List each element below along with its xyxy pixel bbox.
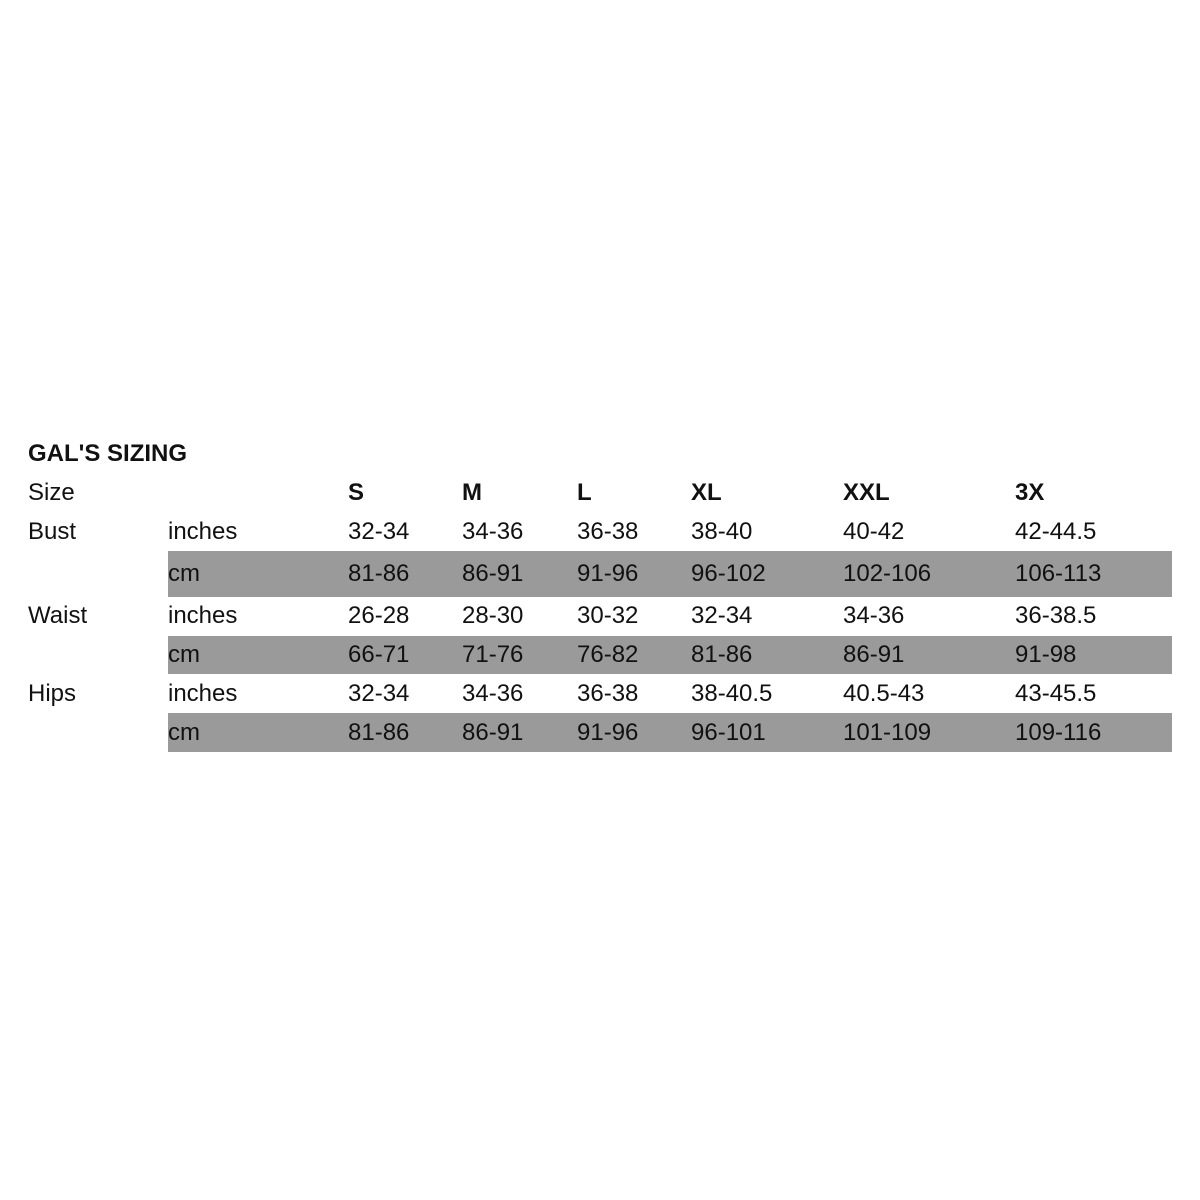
size-value: 40.5-43 bbox=[843, 680, 925, 707]
size-value: 96-101 bbox=[691, 719, 766, 746]
size-value: 26-28 bbox=[348, 602, 410, 629]
size-chart-title: GAL'S SIZING bbox=[28, 440, 188, 467]
size-value: 101-109 bbox=[843, 719, 932, 746]
size-value: 81-86 bbox=[348, 560, 410, 587]
size-value: 109-116 bbox=[1015, 719, 1102, 746]
size-value: 66-71 bbox=[348, 641, 410, 668]
size-value: 38-40 bbox=[691, 518, 753, 545]
size-value: 42-44.5 bbox=[1015, 518, 1097, 545]
size-value: 43-45.5 bbox=[1015, 680, 1097, 707]
unit-label: cm bbox=[168, 560, 200, 587]
size-header-xxl: XXL bbox=[843, 479, 890, 506]
unit-label: inches bbox=[168, 602, 238, 629]
unit-label: cm bbox=[168, 719, 200, 746]
size-header-xl: XL bbox=[691, 479, 722, 506]
size-value: 36-38 bbox=[577, 680, 639, 707]
size-value: 36-38.5 bbox=[1015, 602, 1097, 629]
unit-label: inches bbox=[168, 680, 238, 707]
size-value: 32-34 bbox=[691, 602, 753, 629]
size-value: 86-91 bbox=[462, 560, 524, 587]
size-value: 81-86 bbox=[691, 641, 753, 668]
size-value: 34-36 bbox=[462, 680, 524, 707]
size-header-3x: 3X bbox=[1015, 479, 1045, 506]
size-value: 40-42 bbox=[843, 518, 905, 545]
measure-label: Hips bbox=[28, 680, 77, 707]
size-value: 86-91 bbox=[462, 719, 524, 746]
shaded-row-band bbox=[168, 713, 1172, 752]
size-value: 32-34 bbox=[348, 680, 410, 707]
size-value: 34-36 bbox=[462, 518, 524, 545]
size-value: 32-34 bbox=[348, 518, 410, 545]
size-value: 96-102 bbox=[691, 560, 766, 587]
unit-label: inches bbox=[168, 518, 238, 545]
size-value: 36-38 bbox=[577, 518, 639, 545]
size-value: 91-96 bbox=[577, 719, 639, 746]
size-value: 91-96 bbox=[577, 560, 639, 587]
shaded-row-band bbox=[168, 551, 1172, 597]
size-value: 102-106 bbox=[843, 560, 932, 587]
size-header-s: S bbox=[348, 479, 365, 506]
size-value: 34-36 bbox=[843, 602, 905, 629]
size-header-m: M bbox=[462, 479, 482, 506]
size-value: 38-40.5 bbox=[691, 680, 773, 707]
measure-label: Bust bbox=[28, 518, 77, 545]
unit-label: cm bbox=[168, 641, 200, 668]
size-value: 81-86 bbox=[348, 719, 410, 746]
size-header-label: Size bbox=[28, 479, 75, 506]
size-value: 76-82 bbox=[577, 641, 639, 668]
size-value: 106-113 bbox=[1015, 560, 1102, 587]
size-value: 86-91 bbox=[843, 641, 905, 668]
measure-label: Waist bbox=[28, 602, 88, 629]
shaded-row-band bbox=[168, 636, 1172, 674]
size-header-l: L bbox=[577, 479, 592, 506]
size-value: 71-76 bbox=[462, 641, 524, 668]
size-value: 91-98 bbox=[1015, 641, 1077, 668]
size-value: 28-30 bbox=[462, 602, 524, 629]
size-value: 30-32 bbox=[577, 602, 639, 629]
